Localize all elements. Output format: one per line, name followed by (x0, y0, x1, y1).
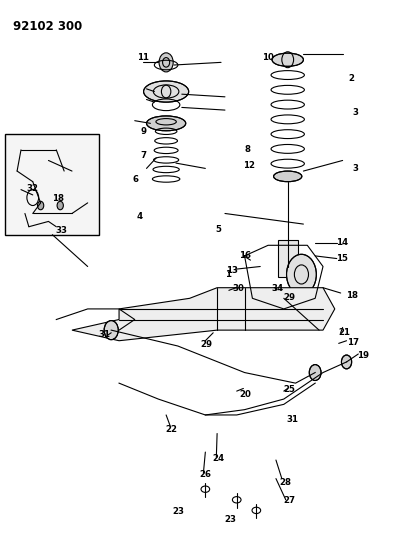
Text: 19: 19 (357, 351, 370, 360)
Text: 29: 29 (283, 293, 295, 302)
Text: 9: 9 (141, 127, 147, 136)
Text: 12: 12 (243, 161, 255, 170)
Polygon shape (72, 288, 335, 341)
Text: 22: 22 (166, 425, 177, 434)
Text: 33: 33 (56, 226, 68, 235)
Text: 3: 3 (352, 164, 358, 173)
FancyBboxPatch shape (278, 240, 297, 277)
Text: 3: 3 (352, 108, 358, 117)
Circle shape (341, 355, 352, 369)
Ellipse shape (274, 171, 302, 182)
Text: 11: 11 (137, 53, 149, 62)
Circle shape (104, 320, 118, 340)
Text: 30: 30 (232, 284, 244, 293)
Ellipse shape (272, 53, 303, 66)
Text: 6: 6 (133, 174, 139, 183)
Text: 29: 29 (201, 341, 213, 350)
Circle shape (286, 254, 316, 295)
Text: 25: 25 (283, 385, 295, 394)
Text: 18: 18 (346, 291, 358, 300)
Text: 28: 28 (279, 478, 291, 487)
Text: 31: 31 (287, 415, 299, 424)
Text: 34: 34 (271, 284, 283, 293)
Text: 20: 20 (240, 390, 252, 399)
Circle shape (57, 201, 63, 210)
Text: 18: 18 (52, 194, 64, 203)
Text: 16: 16 (239, 252, 251, 261)
Text: 7: 7 (141, 151, 147, 160)
Circle shape (159, 53, 173, 72)
Text: 17: 17 (347, 338, 359, 348)
Ellipse shape (147, 116, 186, 131)
Text: 31: 31 (99, 330, 111, 339)
Text: 8: 8 (245, 146, 250, 155)
Text: 14: 14 (336, 238, 348, 247)
Text: 5: 5 (215, 225, 221, 234)
Text: 15: 15 (336, 254, 348, 263)
Ellipse shape (143, 81, 189, 102)
Circle shape (309, 365, 321, 381)
Text: 92102 300: 92102 300 (13, 20, 83, 33)
Text: 27: 27 (283, 496, 295, 505)
Text: 23: 23 (172, 507, 184, 516)
Text: 2: 2 (348, 74, 354, 83)
Text: 26: 26 (199, 470, 211, 479)
Text: 21: 21 (338, 328, 350, 337)
Circle shape (38, 201, 44, 210)
Text: 32: 32 (27, 183, 39, 192)
Text: 4: 4 (137, 212, 143, 221)
Text: 24: 24 (213, 454, 224, 463)
Text: 10: 10 (262, 53, 274, 62)
Bar (5, 134, 100, 235)
Text: 1: 1 (225, 270, 231, 279)
Text: 23: 23 (224, 515, 236, 524)
Text: 13: 13 (226, 266, 238, 275)
